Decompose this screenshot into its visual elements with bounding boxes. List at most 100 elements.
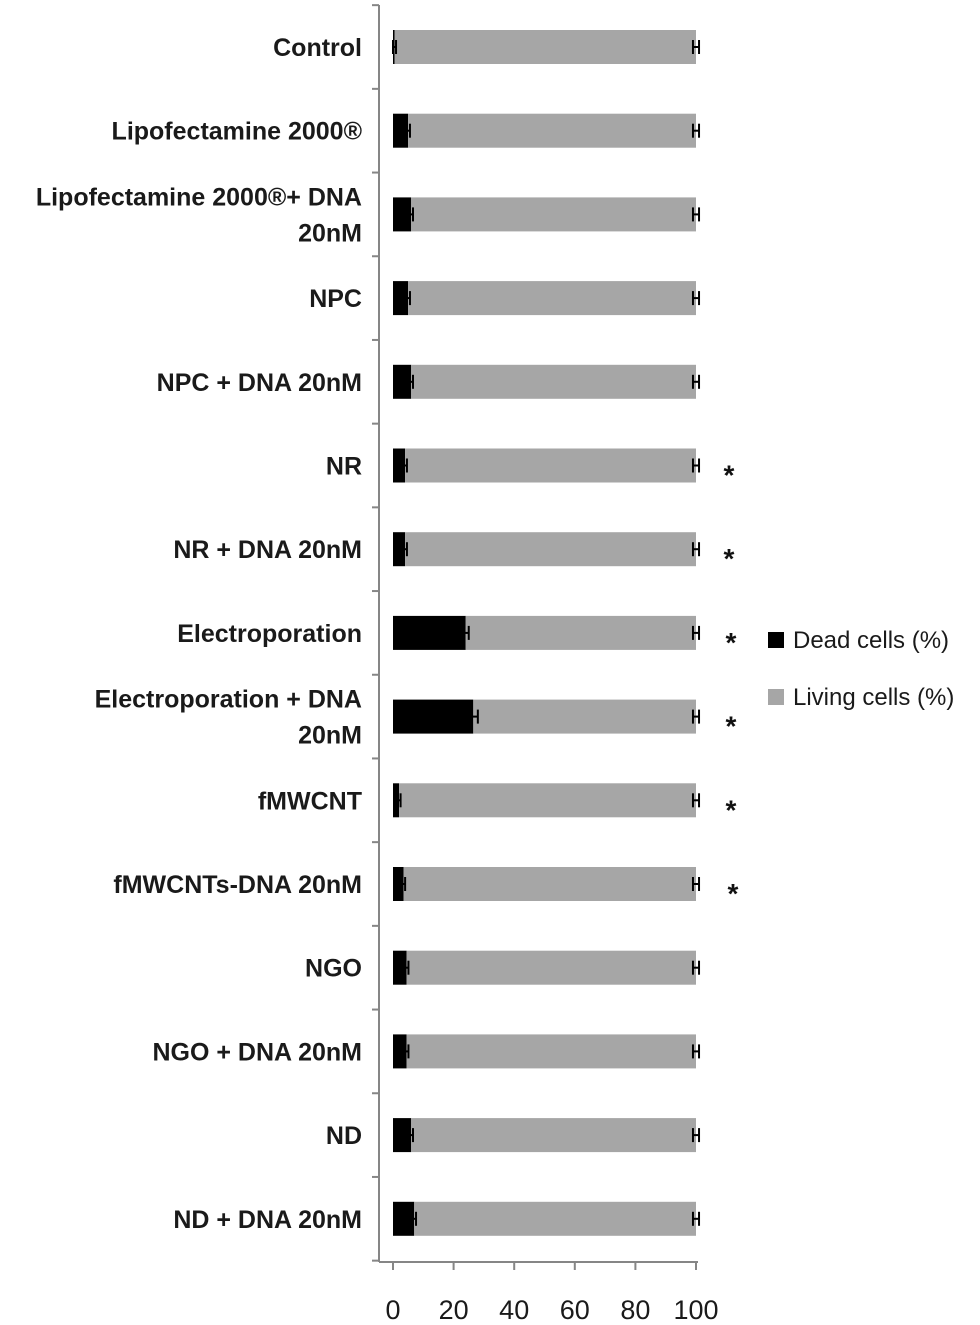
bar-dead-cells — [393, 364, 412, 399]
bar-living-cells — [411, 197, 696, 232]
legend-item: Dead cells (%) — [768, 627, 949, 654]
category-label: Lipofectamine 2000® — [112, 118, 363, 146]
category-label-line: fMWCNT — [258, 787, 362, 815]
category-label-line: NPC + DNA 20nM — [157, 369, 362, 397]
category-label-line: NPC — [309, 285, 362, 313]
error-bar-dead-cells — [392, 40, 398, 54]
bar-living-cells — [411, 1118, 696, 1153]
category-label-line: NGO — [305, 955, 362, 983]
bar-living-cells — [405, 532, 696, 567]
bar-living-cells — [408, 281, 696, 316]
x-tick-label: 0 — [385, 1295, 400, 1325]
error-bar-living-cells — [691, 1128, 701, 1143]
category-label: Lipofectamine 2000®+ DNA 20nM — [36, 183, 362, 247]
significance-markers: * * * * * * — [724, 460, 739, 910]
bar-living-cells — [408, 113, 696, 148]
bar-dead-cells — [393, 532, 406, 567]
error-bar-living-cells — [691, 458, 701, 473]
significance-star: * — [724, 543, 735, 574]
category-label-line: NR — [326, 453, 362, 481]
legend-item: Living cells (%) — [768, 684, 954, 711]
error-bar-dead-cells — [396, 793, 402, 808]
bar-dead-cells — [393, 783, 400, 818]
error-bar-living-cells — [691, 709, 701, 724]
category-label-line: NR + DNA 20nM — [173, 536, 362, 564]
error-bar-dead-cells — [461, 625, 470, 640]
category-label: NGO — [305, 955, 362, 983]
bar-living-cells — [399, 783, 696, 818]
x-tick-label: 20 — [439, 1295, 469, 1325]
error-bar-dead-cells — [408, 374, 414, 389]
category-label: fMWCNT — [258, 787, 362, 815]
significance-star: * — [728, 878, 739, 909]
bar-living-cells — [473, 699, 696, 734]
error-bar-dead-cells — [405, 123, 411, 138]
error-bar-living-cells — [691, 123, 701, 138]
category-label-line: ND — [326, 1122, 362, 1150]
error-bar-living-cells — [691, 793, 701, 808]
error-bar-dead-cells — [403, 1044, 410, 1059]
error-bar-dead-cells — [467, 709, 479, 724]
bar-dead-cells — [393, 1034, 407, 1069]
legend-swatch — [768, 689, 784, 705]
category-label: Electroporation + DNA 20nM — [95, 686, 362, 750]
bar-living-cells — [394, 30, 696, 64]
category-label-line: Control — [273, 34, 362, 62]
error-bar-dead-cells — [408, 207, 414, 222]
category-label-line: Lipofectamine 2000®+ DNA — [36, 183, 362, 211]
bar-living-cells — [405, 448, 696, 483]
bar-living-cells — [411, 364, 696, 399]
bar-dead-cells — [393, 1118, 412, 1153]
category-label: fMWCNTs-DNA 20nM — [113, 871, 362, 899]
error-bar-dead-cells — [402, 458, 408, 473]
error-bars-layer — [392, 40, 701, 1226]
error-bar-dead-cells — [402, 542, 408, 557]
error-bar-living-cells — [691, 1044, 701, 1059]
bar-dead-cells — [393, 1201, 415, 1236]
legend: Dead cells (%) Living cells (%) — [768, 627, 954, 711]
category-label: Control — [273, 34, 362, 62]
category-label-line: ND + DNA 20nM — [173, 1206, 362, 1234]
error-bar-living-cells — [691, 960, 701, 975]
error-bar-living-cells — [691, 40, 701, 54]
axes — [372, 4, 698, 1263]
x-tick-label: 40 — [499, 1295, 529, 1325]
x-axis-ticks: 0 20 40 60 80 100 — [385, 1262, 719, 1325]
bar-dead-cells — [393, 867, 404, 901]
bar-living-cells — [414, 1201, 696, 1236]
bar-living-cells — [465, 615, 696, 650]
error-bar-dead-cells — [403, 960, 410, 975]
bar-living-cells — [406, 950, 696, 985]
legend-swatch — [768, 632, 784, 648]
x-tick-label: 80 — [620, 1295, 650, 1325]
error-bar-living-cells — [691, 207, 701, 222]
category-label: NGO + DNA 20nM — [152, 1038, 362, 1066]
bar-dead-cells — [393, 448, 406, 483]
category-label: NPC + DNA 20nM — [157, 369, 362, 397]
category-labels: Control Lipofectamine 2000® Lipofectamine … — [36, 34, 363, 1234]
category-label: Electroporation — [177, 620, 362, 648]
significance-star: * — [726, 794, 737, 825]
category-label-line: 20nM — [298, 219, 362, 247]
category-label-line: Lipofectamine 2000® — [112, 118, 363, 146]
significance-star: * — [724, 460, 735, 491]
error-bar-living-cells — [691, 1211, 701, 1226]
category-label: NR + DNA 20nM — [173, 536, 362, 564]
bar-dead-cells — [393, 197, 412, 232]
category-label-line: NGO + DNA 20nM — [152, 1038, 362, 1066]
legend-label: Dead cells (%) — [793, 627, 949, 654]
error-bar-living-cells — [691, 625, 701, 640]
category-label-line: 20nM — [298, 722, 362, 750]
error-bar-dead-cells — [408, 1128, 414, 1143]
bar-dead-cells — [393, 113, 409, 148]
category-label-line: Electroporation — [177, 620, 362, 648]
legend-label: Living cells (%) — [793, 684, 954, 711]
error-bar-living-cells — [691, 374, 701, 389]
bar-living-cells — [406, 1034, 696, 1069]
error-bar-living-cells — [691, 291, 701, 306]
category-label: ND + DNA 20nM — [173, 1206, 362, 1234]
significance-star: * — [726, 711, 737, 742]
category-label-line: Electroporation + DNA — [95, 686, 362, 714]
bar-dead-cells — [393, 950, 407, 985]
